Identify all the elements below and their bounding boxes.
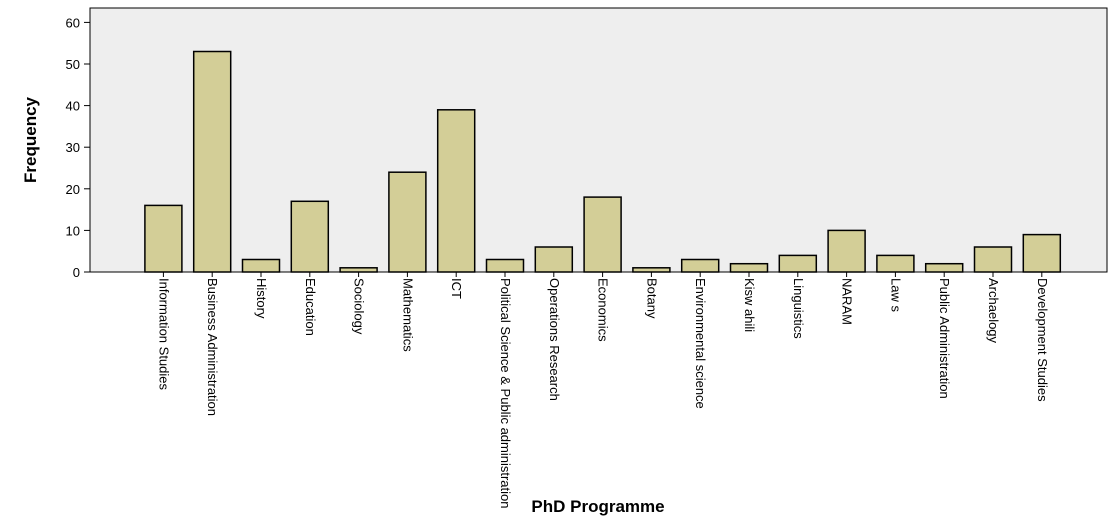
x-category-label: Mathematics [400,278,415,352]
y-tick-label: 0 [73,265,80,280]
y-axis-title: Frequency [21,96,40,183]
bar-16 [924,262,964,273]
bar-5 [388,171,427,273]
bar-15 [876,254,915,273]
x-category-label: Environmental science [693,278,708,409]
bar-8 [534,246,574,273]
x-category-label: Kisw ahili [742,278,757,332]
bar-9 [583,196,622,273]
y-axis: 0 10 20 30 40 50 60 [66,8,91,280]
bar-13 [778,254,818,273]
x-category-label: History [254,278,269,319]
y-tick-label: 50 [66,57,80,72]
bar-6 [436,109,476,273]
x-category-label: Sociology [352,278,367,335]
x-category-label: Public Administration [937,278,952,399]
x-category-label: NARAM [840,278,855,325]
x-category-label: Linguistics [791,278,806,339]
y-tick-label: 20 [66,182,80,197]
bar-1 [192,50,232,273]
x-axis-labels: Information Studies Business Administrati… [156,272,1050,509]
x-category-label: Law s [888,278,903,312]
x-category-label: Botany [644,278,659,319]
y-tick-label: 40 [66,99,80,114]
bar-17 [973,246,1013,273]
x-category-label: Information Studies [156,278,171,391]
x-category-label: Development Studies [1035,278,1050,402]
bar-3 [290,200,330,273]
bar-12 [729,262,769,273]
bar-4 [339,267,378,273]
bar-0 [144,204,183,273]
bar-10 [632,267,671,273]
x-category-label: Business Administration [205,278,220,416]
y-tick-label: 30 [66,140,80,155]
x-category-label: Archaelogy [986,278,1001,344]
x-category-label: ICT [449,278,464,299]
bar-11 [680,258,720,273]
y-tick-label: 60 [66,15,80,30]
x-category-label: Education [303,278,318,336]
bar-2 [241,258,281,273]
bar-14 [827,229,866,273]
bar-18 [1022,233,1062,273]
x-category-label: Operations Research [547,278,562,401]
x-category-label: Economics [596,278,611,342]
x-axis-title: PhD Programme [531,497,664,516]
bar-7 [485,258,525,273]
x-category-label: Political Science & Public administratio… [498,278,513,509]
bars [144,50,1062,273]
y-tick-label: 10 [66,223,80,238]
